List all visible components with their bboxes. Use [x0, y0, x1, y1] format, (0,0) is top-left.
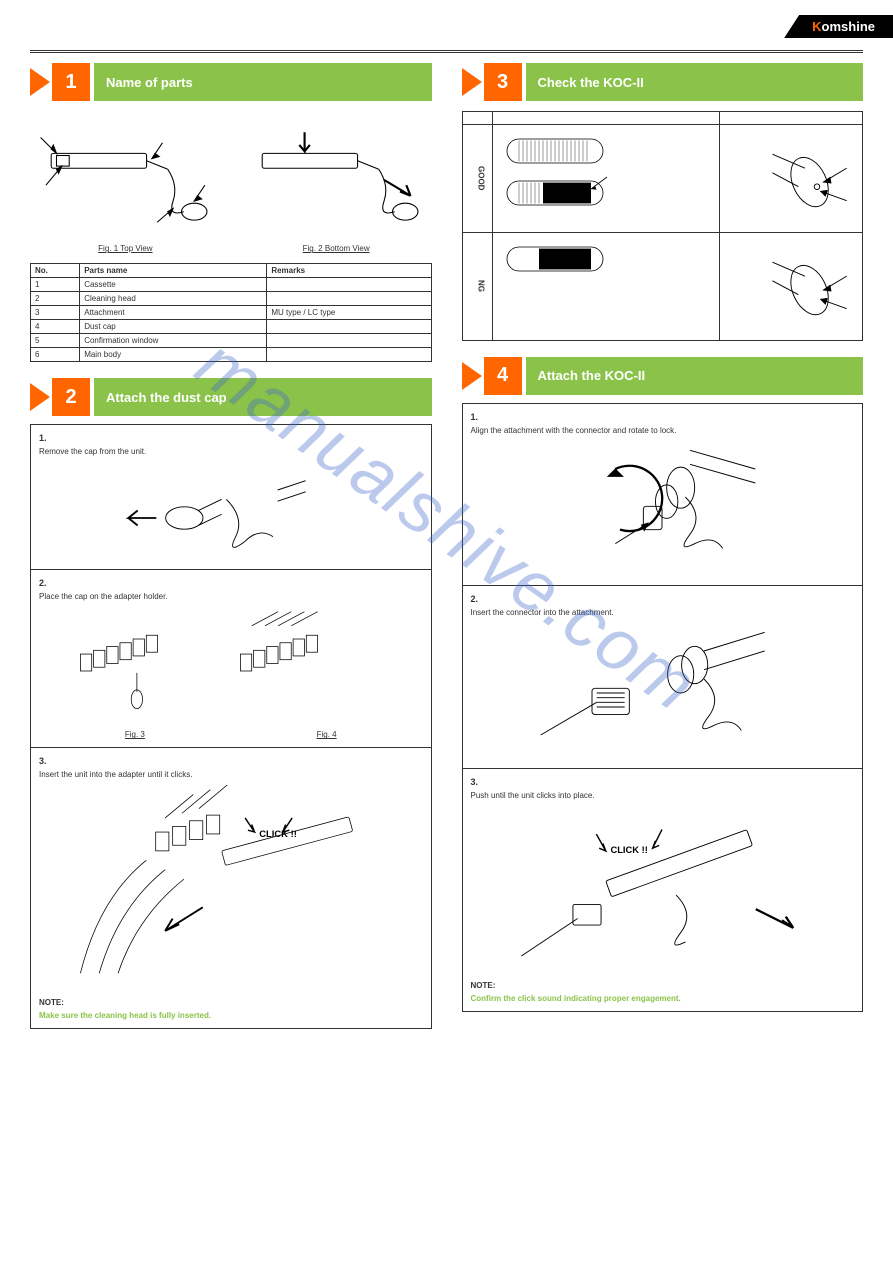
check-col2-header	[720, 112, 863, 125]
step-2-1: 1. Remove the cap from the unit.	[31, 425, 431, 570]
step-number: 3.	[39, 756, 423, 766]
table-row: 2Cleaning head	[31, 292, 432, 306]
fig1-caption: Fig. 1 Top View	[98, 244, 152, 253]
table-row: 1Cassette	[31, 278, 432, 292]
th-remarks: Remarks	[267, 264, 431, 278]
step-number: 3.	[471, 777, 855, 787]
step-text: Push until the unit clicks into place.	[471, 791, 855, 800]
check-table: GOOD	[462, 111, 864, 341]
step-text: Remove the cap from the unit.	[39, 447, 423, 456]
section-arrow-icon	[30, 383, 50, 411]
insert-connector-diagram	[522, 623, 802, 754]
rotate-attachment-diagram	[522, 441, 802, 572]
ng-tape-cell	[492, 232, 720, 340]
section-title: Attach the KOC-II	[526, 357, 864, 395]
note-label: NOTE:	[471, 981, 855, 990]
section-arrow-icon	[462, 68, 482, 96]
svg-text:CLICK !!: CLICK !!	[611, 845, 648, 855]
fig4-caption: Fig. 4	[317, 730, 337, 739]
check-ng-row: NG	[462, 232, 863, 340]
pill-half-tape-icon	[499, 173, 619, 213]
bottom-view-diagram	[241, 111, 432, 238]
fig2-caption: Fig. 2 Bottom View	[303, 244, 370, 253]
svg-text:CLICK !!: CLICK !!	[259, 828, 297, 839]
section-4-header: 4 Attach the KOC-II	[462, 357, 864, 395]
step-text: Insert the connector into the attachment…	[471, 608, 855, 617]
th-name: Parts name	[80, 264, 267, 278]
section-number: 2	[52, 378, 90, 416]
fig3-caption: Fig. 3	[125, 730, 145, 739]
ng-label: NG	[462, 232, 492, 340]
ferrule-ng-icon	[726, 239, 856, 332]
parts-table: No. Parts name Remarks 1Cassette 2Cleani…	[30, 263, 432, 362]
th-no: No.	[31, 264, 80, 278]
step-2-3: 3. Insert the unit into the adapter unti…	[31, 748, 431, 1028]
good-label: GOOD	[462, 125, 492, 233]
note-label: NOTE:	[39, 998, 423, 1007]
step-4-2: 2. Insert the connector into the attachm…	[463, 586, 863, 769]
section-title: Check the KOC-II	[526, 63, 864, 101]
section-3-header: 3 Check the KOC-II	[462, 63, 864, 101]
step-number: 2.	[39, 578, 423, 588]
logo-text: omshine	[822, 19, 875, 34]
section-number: 1	[52, 63, 90, 101]
check-empty-cell	[462, 112, 492, 125]
adapter-holder-diagram	[71, 607, 391, 720]
table-row: 6Main body	[31, 348, 432, 362]
table-row: 5Confirmation window	[31, 334, 432, 348]
table-header-row: No. Parts name Remarks	[31, 264, 432, 278]
section-arrow-icon	[462, 362, 482, 390]
top-view-diagram	[30, 111, 221, 238]
logo-k: K	[812, 19, 821, 34]
table-row: 3AttachmentMU type / LC type	[31, 306, 432, 320]
step-2-2: 2. Place the cap on the adapter holder.	[31, 570, 431, 748]
header-bar: Komshine	[784, 15, 893, 38]
pill-no-tape-icon	[499, 239, 619, 279]
section-4-steps: 1. Align the attachment with the connect…	[462, 403, 864, 1012]
section-1-header: 1 Name of parts	[30, 63, 432, 101]
check-good-row: GOOD	[462, 125, 863, 233]
step-number: 1.	[471, 412, 855, 422]
good-tape-cell	[492, 125, 720, 233]
step-text: Align the attachment with the connector …	[471, 426, 855, 435]
step-number: 2.	[471, 594, 855, 604]
pill-tape-ok-icon	[499, 131, 619, 171]
section-title: Attach the dust cap	[94, 378, 432, 416]
check-header-row	[462, 112, 863, 125]
ng-tip-cell	[720, 232, 863, 340]
check-col1-header	[492, 112, 720, 125]
step-4-3: 3. Push until the unit clicks into place…	[463, 769, 863, 1011]
section-arrow-icon	[30, 68, 50, 96]
step-number: 1.	[39, 433, 423, 443]
step-text: Insert the unit into the adapter until i…	[39, 770, 423, 779]
brand-logo: Komshine	[784, 15, 893, 38]
ferrule-ok-icon	[726, 131, 856, 224]
remove-cap-diagram	[91, 462, 371, 555]
good-tip-cell	[720, 125, 863, 233]
right-column: 3 Check the KOC-II GOOD	[462, 63, 864, 1029]
section-number: 3	[484, 63, 522, 101]
table-row: 4Dust cap	[31, 320, 432, 334]
header-divider	[30, 50, 863, 53]
note-text: Confirm the click sound indicating prope…	[471, 994, 855, 1003]
section-2-header: 2 Attach the dust cap	[30, 378, 432, 416]
click-engage-diagram: CLICK !!	[512, 806, 812, 975]
left-column: 1 Name of parts	[30, 63, 432, 1029]
section-number: 4	[484, 357, 522, 395]
section-title: Name of parts	[94, 63, 432, 101]
step-text: Place the cap on the adapter holder.	[39, 592, 423, 601]
note-text: Make sure the cleaning head is fully ins…	[39, 1011, 423, 1020]
parts-diagram-row: Fig. 1 Top View Fig. 2 Bottom View	[30, 111, 432, 253]
insert-adapter-diagram: CLICK !!	[71, 785, 391, 992]
parts-diagram-bottom: Fig. 2 Bottom View	[241, 111, 432, 253]
section-2-steps: 1. Remove the cap from the unit.	[30, 424, 432, 1029]
parts-diagram-top: Fig. 1 Top View	[30, 111, 221, 253]
step-4-1: 1. Align the attachment with the connect…	[463, 404, 863, 587]
